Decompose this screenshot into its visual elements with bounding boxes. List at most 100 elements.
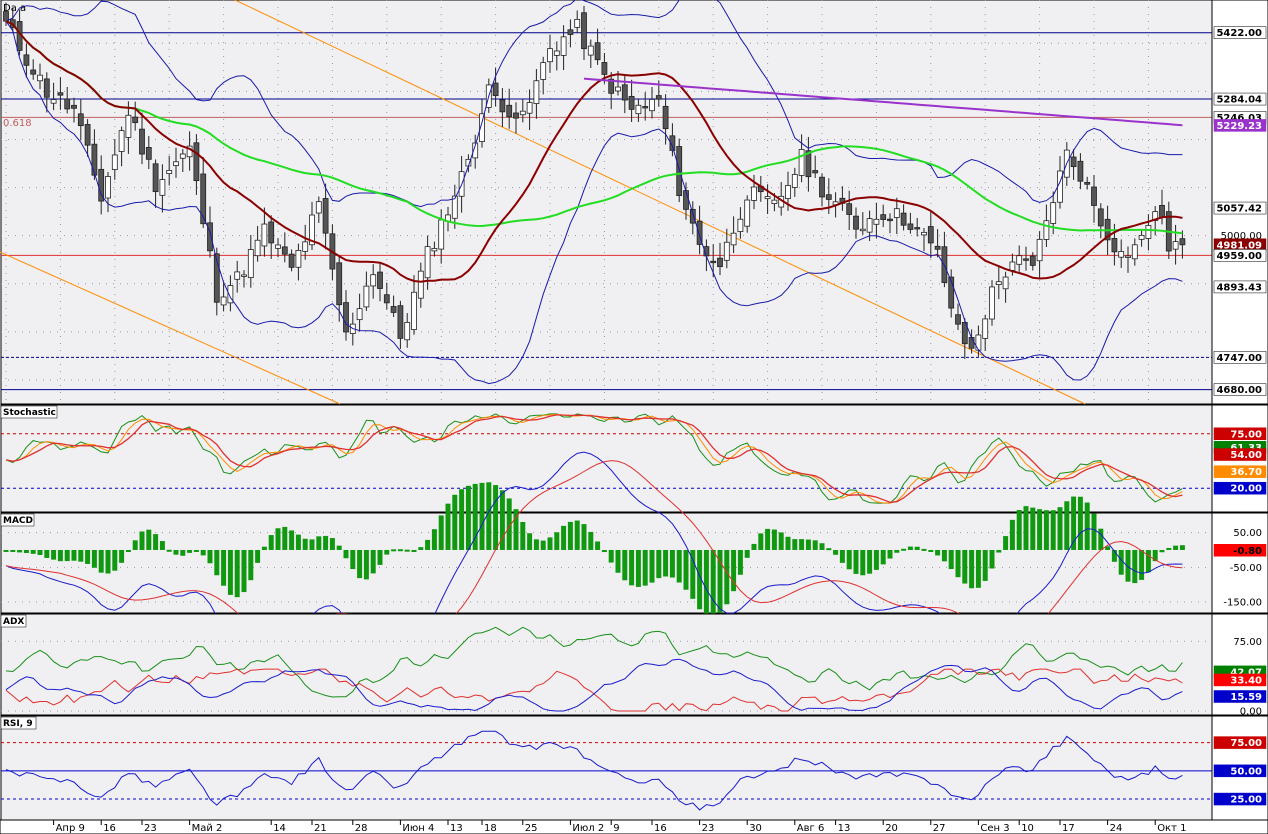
candle-body[interactable] xyxy=(723,241,730,261)
candles[interactable] xyxy=(3,2,1186,360)
candle-body[interactable] xyxy=(574,18,581,28)
candle-body[interactable] xyxy=(145,147,152,160)
candle-body[interactable] xyxy=(404,322,411,341)
candle-body[interactable] xyxy=(431,248,438,252)
candle-body[interactable] xyxy=(846,203,853,215)
candle-body[interactable] xyxy=(166,170,173,175)
candle-body[interactable] xyxy=(77,113,84,127)
candle-body[interactable] xyxy=(356,308,363,321)
candle-body[interactable] xyxy=(914,227,921,230)
candle-body[interactable] xyxy=(764,196,771,200)
candle-body[interactable] xyxy=(84,124,91,146)
candle-body[interactable] xyxy=(105,176,111,199)
candle-body[interactable] xyxy=(880,214,887,220)
candle-body[interactable] xyxy=(295,250,302,268)
candle-body[interactable] xyxy=(64,98,71,110)
candle-body[interactable] xyxy=(309,214,315,246)
candle-body[interactable] xyxy=(1016,255,1023,265)
candle-body[interactable] xyxy=(934,245,941,250)
candle-body[interactable] xyxy=(472,142,479,159)
price-panel[interactable]: Da a 0.618 5000.005422.005284.045246.035… xyxy=(0,0,1268,405)
candle-body[interactable] xyxy=(1043,220,1050,240)
candle-body[interactable] xyxy=(234,271,241,280)
candle-body[interactable] xyxy=(383,294,390,304)
candle-body[interactable] xyxy=(526,102,533,114)
candle-body[interactable] xyxy=(587,45,594,56)
candle-body[interactable] xyxy=(995,281,1002,286)
candle-body[interactable] xyxy=(1036,238,1043,262)
candle-body[interactable] xyxy=(302,241,309,252)
candle-body[interactable] xyxy=(1111,238,1118,253)
candle-body[interactable] xyxy=(955,314,961,325)
candle-body[interactable] xyxy=(241,274,247,277)
candle-body[interactable] xyxy=(1029,255,1036,266)
candle-body[interactable] xyxy=(689,208,696,224)
candle-body[interactable] xyxy=(213,253,220,303)
candle-body[interactable] xyxy=(370,274,377,287)
candle-body[interactable] xyxy=(91,143,98,176)
candle-body[interactable] xyxy=(696,220,703,245)
candle-body[interactable] xyxy=(1023,258,1029,261)
candle-body[interactable] xyxy=(261,223,268,247)
candle-body[interactable] xyxy=(669,135,676,151)
candle-body[interactable] xyxy=(1084,181,1091,185)
candle-body[interactable] xyxy=(710,260,717,264)
candle-body[interactable] xyxy=(649,99,655,112)
candle-body[interactable] xyxy=(111,154,118,171)
candle-body[interactable] xyxy=(989,286,995,320)
candle-body[interactable] xyxy=(57,92,64,96)
candle-body[interactable] xyxy=(281,246,288,255)
candle-body[interactable] xyxy=(322,198,329,234)
candle-body[interactable] xyxy=(866,218,873,233)
candle-body[interactable] xyxy=(207,222,213,252)
candle-body[interactable] xyxy=(1050,202,1057,224)
candle-body[interactable] xyxy=(377,271,383,289)
candle-body[interactable] xyxy=(1159,204,1165,218)
candle-body[interactable] xyxy=(771,199,778,204)
candle-body[interactable] xyxy=(859,228,866,232)
candle-body[interactable] xyxy=(1138,234,1145,240)
candle-body[interactable] xyxy=(662,105,669,130)
candle-body[interactable] xyxy=(805,150,812,178)
candle-body[interactable] xyxy=(621,84,628,101)
candle-body[interactable] xyxy=(601,62,608,75)
candle-body[interactable] xyxy=(132,116,139,124)
candle-body[interactable] xyxy=(553,50,560,56)
candle-body[interactable] xyxy=(275,244,281,249)
candle-body[interactable] xyxy=(1002,276,1009,290)
candle-body[interactable] xyxy=(581,12,587,50)
candle-body[interactable] xyxy=(451,195,458,219)
candle-body[interactable] xyxy=(50,99,57,104)
candle-body[interactable] xyxy=(343,302,349,333)
candle-body[interactable] xyxy=(975,334,982,351)
candle-body[interactable] xyxy=(819,176,825,198)
candle-body[interactable] xyxy=(1118,251,1125,258)
candle-body[interactable] xyxy=(390,306,397,313)
candle-body[interactable] xyxy=(825,194,832,200)
candle-body[interactable] xyxy=(268,221,275,244)
candle-body[interactable] xyxy=(540,62,547,80)
candle-body[interactable] xyxy=(159,179,166,196)
candle-body[interactable] xyxy=(533,80,540,104)
candle-body[interactable] xyxy=(1131,244,1138,260)
candle-body[interactable] xyxy=(43,78,50,98)
candle-body[interactable] xyxy=(812,170,819,174)
candle-body[interactable] xyxy=(1145,225,1152,239)
candle-body[interactable] xyxy=(152,163,159,193)
candle-body[interactable] xyxy=(200,173,207,225)
candle-body[interactable] xyxy=(1091,186,1097,206)
candle-body[interactable] xyxy=(921,231,927,236)
candle-body[interactable] xyxy=(744,199,751,227)
candle-body[interactable] xyxy=(1125,255,1131,258)
candle-body[interactable] xyxy=(567,29,574,35)
candle-body[interactable] xyxy=(1097,208,1104,227)
candle-body[interactable] xyxy=(900,212,907,226)
candle-body[interactable] xyxy=(1070,156,1077,168)
candle-body[interactable] xyxy=(220,296,227,306)
candle-body[interactable] xyxy=(655,95,662,100)
candle-body[interactable] xyxy=(893,208,900,218)
candle-body[interactable] xyxy=(717,257,723,268)
candle-body[interactable] xyxy=(254,239,261,257)
candle-body[interactable] xyxy=(873,218,880,225)
